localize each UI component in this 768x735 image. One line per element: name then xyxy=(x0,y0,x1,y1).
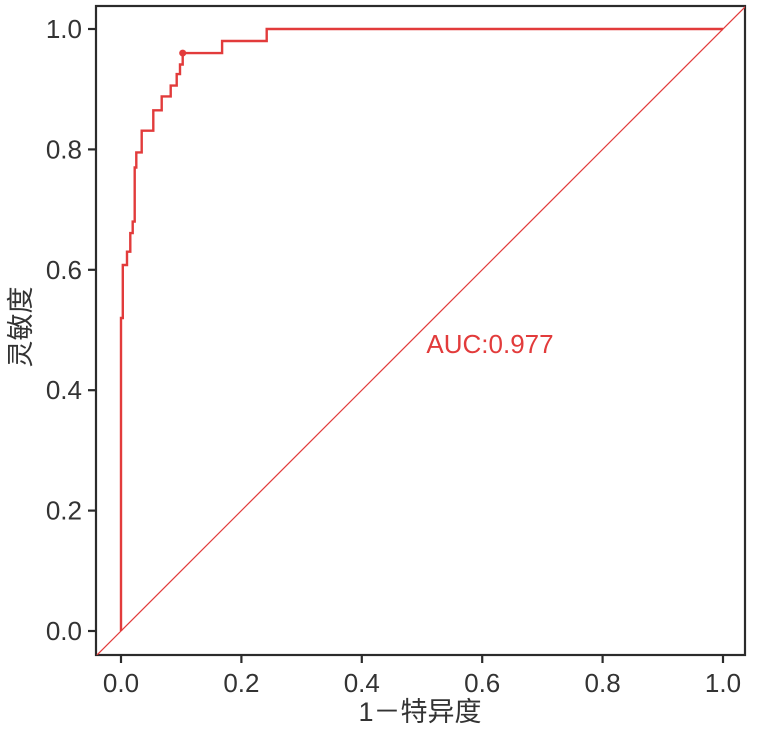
x-tick-label: 0.6 xyxy=(464,668,500,698)
y-tick-label: 0.6 xyxy=(46,255,82,285)
x-tick-label: 0.2 xyxy=(223,668,259,698)
cutoff-point-marker xyxy=(179,49,187,57)
y-tick-label: 0.2 xyxy=(46,496,82,526)
plot-border xyxy=(94,4,747,657)
y-tick-label: 1.0 xyxy=(46,14,82,44)
y-tick-label: 0.4 xyxy=(46,375,82,405)
x-tick-label: 0.0 xyxy=(103,668,139,698)
auc-annotation: AUC:0.977 xyxy=(426,329,553,359)
reference-diagonal-line xyxy=(96,6,745,655)
y-tick-label: 0.0 xyxy=(46,616,82,646)
x-axis-label: 1－特异度 xyxy=(358,697,481,727)
y-tick-label: 0.8 xyxy=(46,134,82,164)
x-tick-label: 1.0 xyxy=(705,668,741,698)
x-tick-label: 0.8 xyxy=(585,668,621,698)
roc-curve-line xyxy=(119,27,723,631)
x-tick-label: 0.4 xyxy=(344,668,380,698)
plot-area: 0.0 0.2 0.4 0.6 0.8 1.0 0.0 0.2 0.4 0.6 0.8 1.0 xyxy=(46,4,747,698)
y-axis-label: 灵敏度 xyxy=(6,287,36,368)
